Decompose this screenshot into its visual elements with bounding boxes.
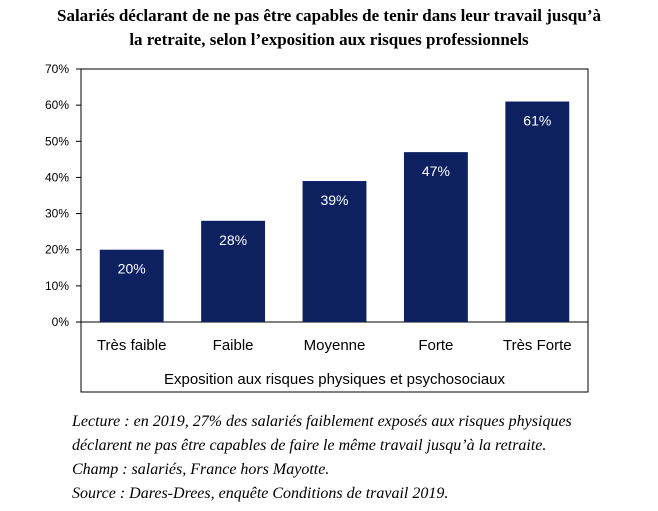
note-lecture-cont: déclarent ne pas être capables de faire … — [72, 437, 547, 454]
x-tick-label: Moyenne — [304, 337, 366, 354]
bar — [201, 220, 266, 322]
y-tick-label: 30% — [45, 207, 69, 221]
bar — [505, 101, 570, 323]
y-tick-label: 10% — [45, 279, 69, 293]
chart-title: Salariés déclarant de ne pas être capabl… — [0, 4, 658, 52]
y-tick-label: 50% — [45, 134, 69, 148]
y-tick-label: 60% — [45, 98, 69, 112]
y-tick-label: 70% — [45, 62, 69, 76]
bar-chart: 0% 10% 20% 30% 40% 50% 60% 70% 20% Très faible 28%… — [45, 62, 589, 393]
note-source: Source : Dares-Drees, enquête Conditions… — [72, 485, 449, 502]
chart-title-line-2: la retraite, selon l’exposition aux risq… — [129, 30, 529, 49]
x-tick-label: Faible — [213, 337, 254, 354]
x-axis-title: Exposition aux risques physiques et psyc… — [164, 371, 506, 388]
y-tick-label: 40% — [45, 170, 69, 184]
data-label: 61% — [523, 113, 551, 129]
y-tick-label: 20% — [45, 243, 69, 257]
x-tick-label: Forte — [418, 337, 453, 354]
x-tick-label: Très faible — [97, 337, 166, 354]
data-label: 20% — [118, 261, 146, 277]
bar — [302, 181, 367, 322]
data-label: 39% — [320, 192, 348, 208]
data-label: 28% — [219, 232, 247, 248]
bar — [403, 152, 468, 322]
chart-frame — [80, 68, 589, 393]
x-tick-label: Très Forte — [503, 337, 572, 354]
note-lecture: Lecture : en 2019, 27% des salariés faib… — [72, 413, 572, 430]
data-label: 47% — [422, 163, 450, 179]
chart-title-line-1: Salariés déclarant de ne pas être capabl… — [57, 6, 601, 25]
y-tick-label: 0% — [52, 315, 70, 329]
note-champ: Champ : salariés, France hors Mayotte. — [72, 461, 330, 478]
chart-notes: Lecture : en 2019, 27% des salariés faib… — [72, 410, 652, 506]
bar — [99, 249, 164, 322]
